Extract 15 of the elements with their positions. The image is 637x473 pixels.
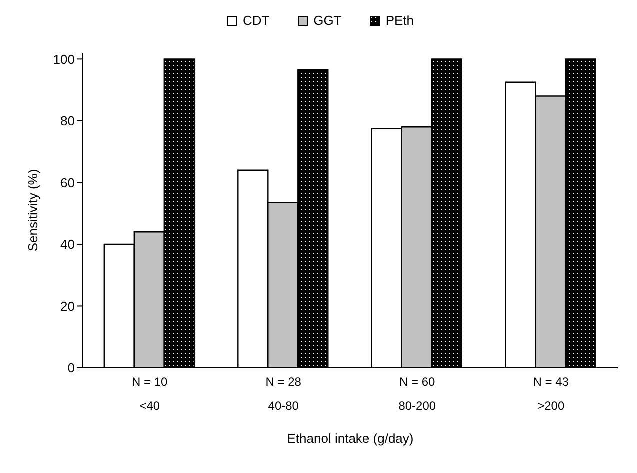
x-tick-label: N = 10 <40 (132, 375, 168, 413)
y-tick-label: 20 (60, 298, 75, 314)
legend-label: GGT (312, 13, 342, 28)
y-tick-label: 100 (53, 52, 75, 67)
x-axis-title: Ethanol intake (g/day) (287, 431, 414, 446)
y-tick-label: 0 (68, 360, 75, 376)
legend-label: PEth (384, 13, 414, 28)
y-tick-label: 40 (60, 237, 75, 252)
x-tick-label: N = 28 40-80 (266, 375, 302, 413)
x-tick-label: N = 60 80-200 (398, 375, 436, 413)
y-tick-label: 80 (60, 114, 75, 129)
y-axis-title: Sensitivity (%) (26, 169, 41, 252)
legend-label: CDT (242, 13, 270, 28)
x-tick-label: N = 43 >200 (533, 375, 570, 413)
y-tick-label: 60 (60, 175, 75, 190)
